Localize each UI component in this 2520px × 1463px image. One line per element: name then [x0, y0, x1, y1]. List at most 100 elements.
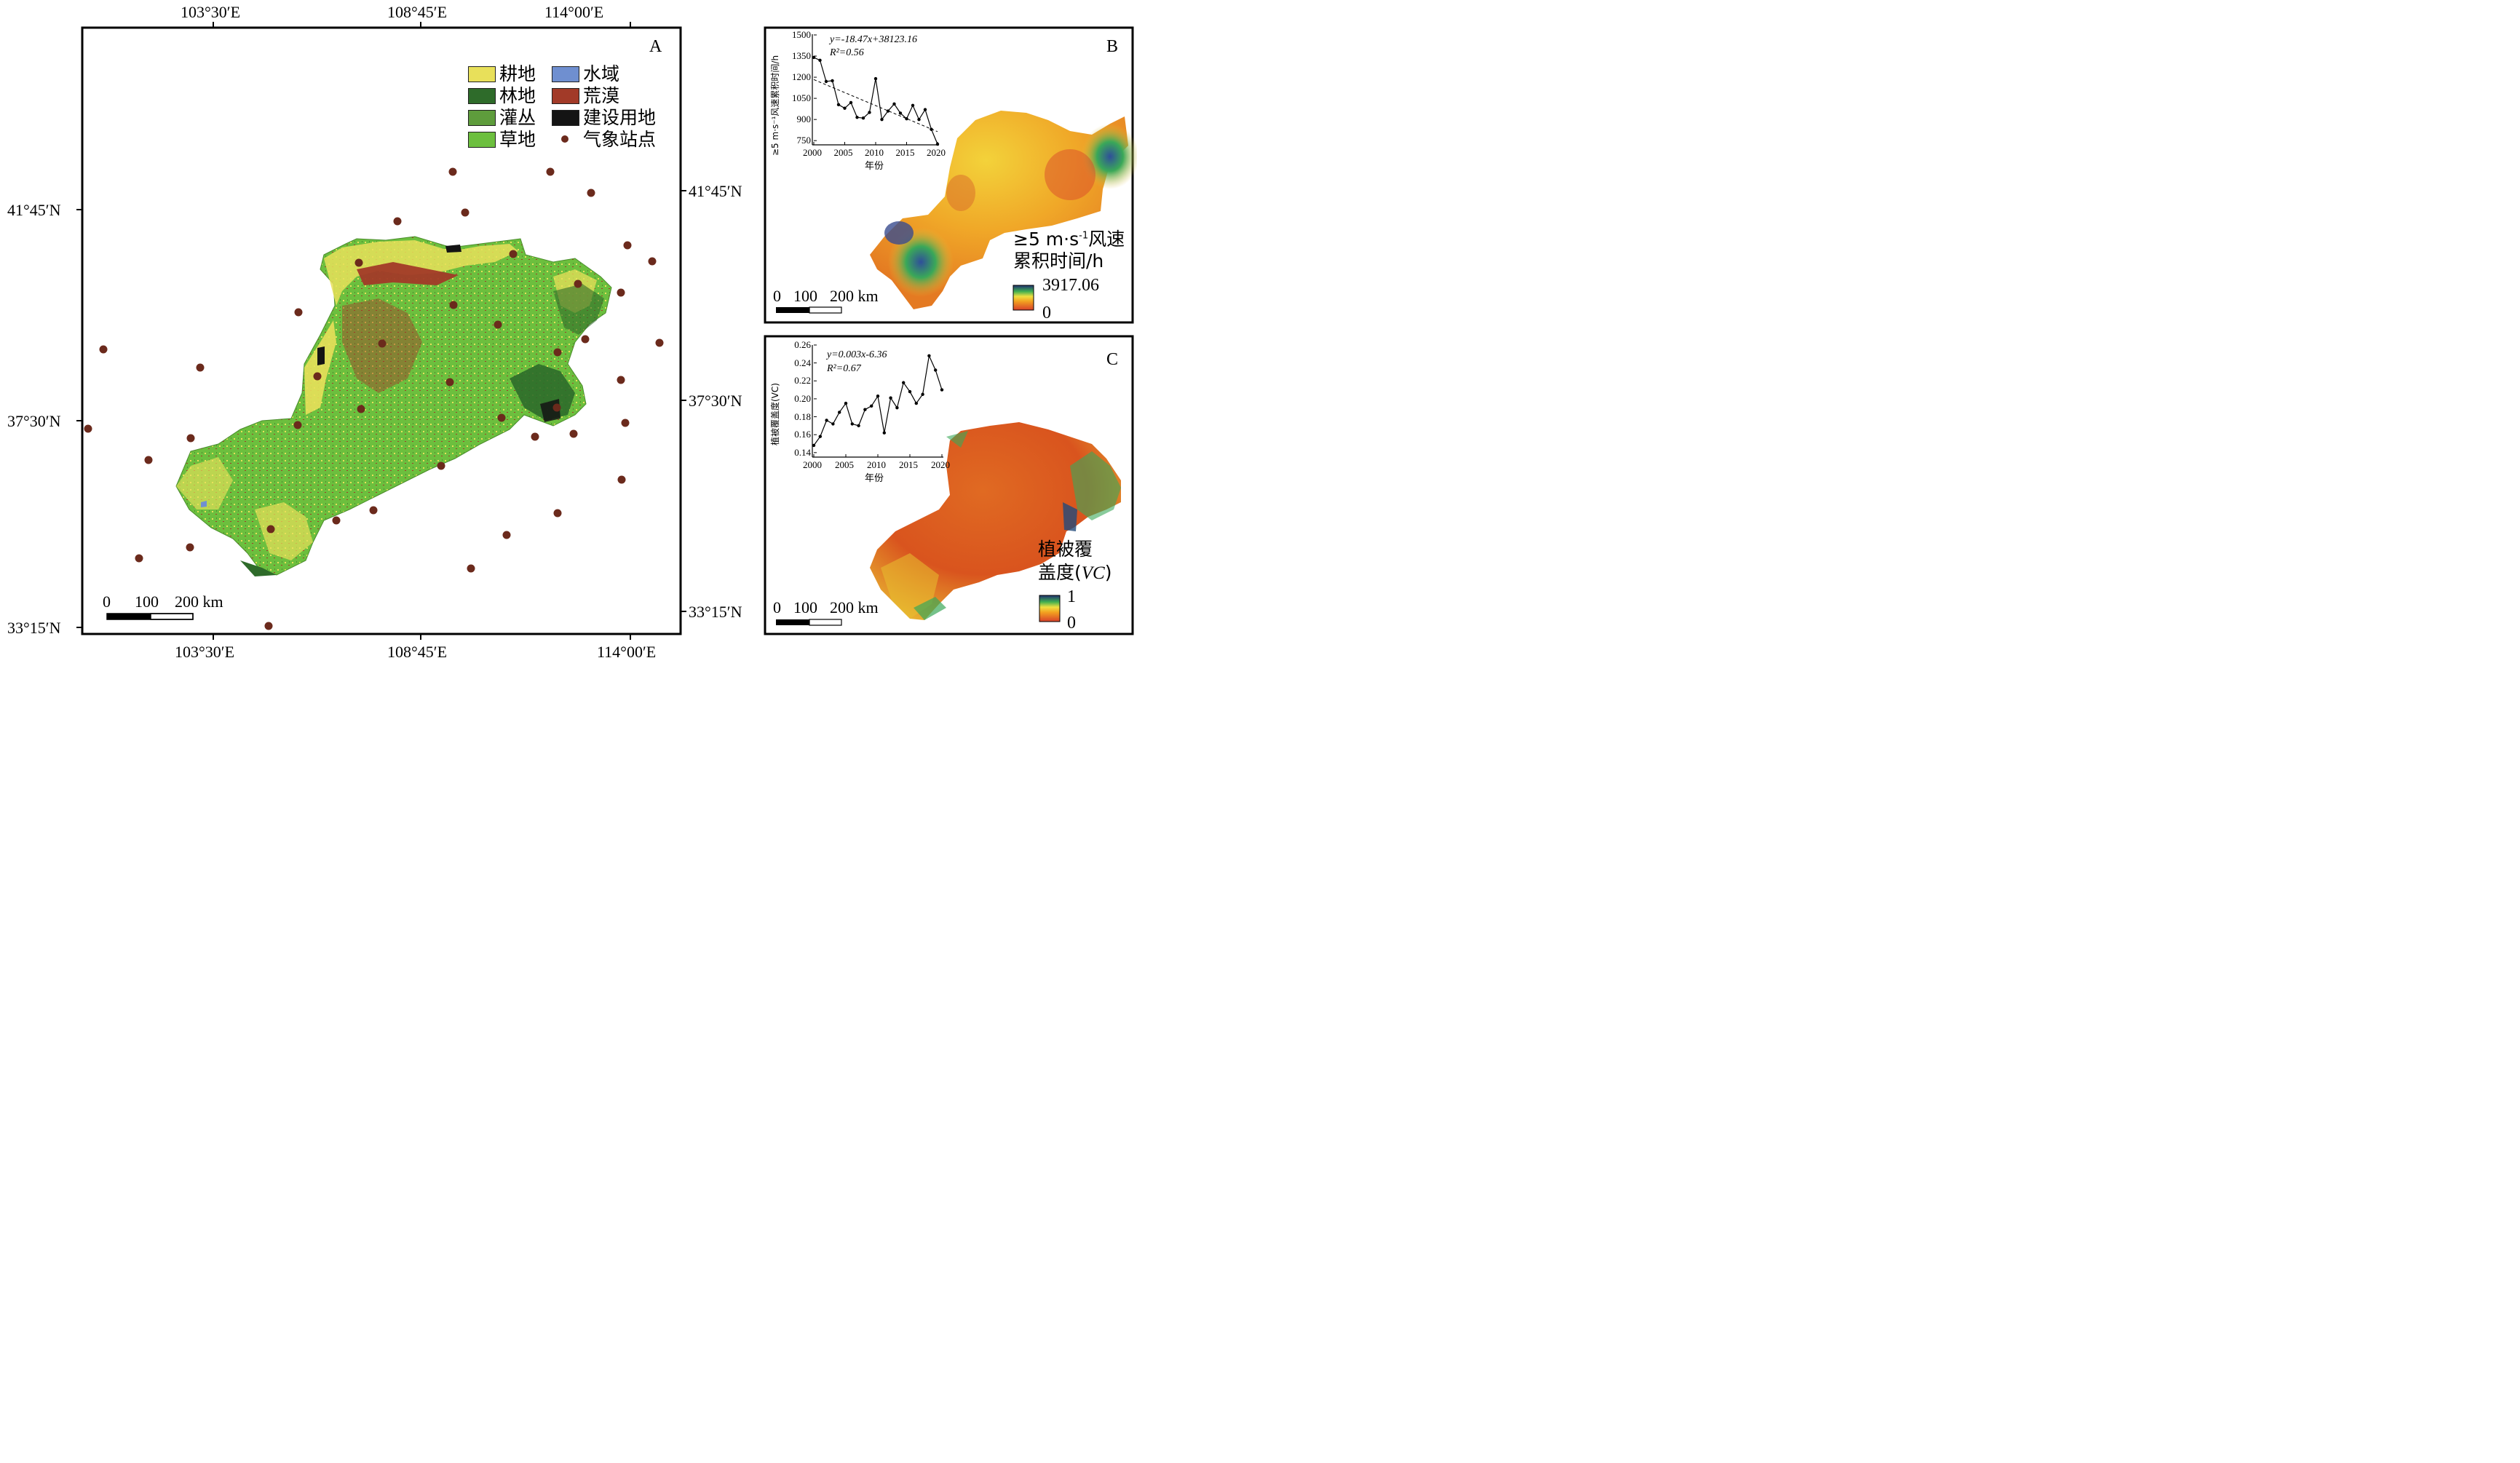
- chart-b-ytick-label: 1500: [792, 29, 811, 40]
- chart-b-point-2004: [836, 103, 841, 107]
- panel-c-scale-mid: 100: [793, 598, 817, 616]
- chart-b-xtick-label: 2005: [833, 147, 853, 158]
- chart-b-ytick-label: 1350: [792, 50, 811, 62]
- panel-c-legend-max: 1: [1067, 587, 1076, 606]
- chart-b-xtick-label: 2015: [895, 147, 915, 158]
- legend-swatch-cropland: [468, 66, 496, 82]
- legend-label-shrub: 灌丛: [499, 107, 536, 128]
- chart-b-trendline: [813, 79, 938, 132]
- land-cover-map: [175, 236, 612, 576]
- chart-c-point-2003: [831, 422, 835, 426]
- chart-b-point-2012: [886, 109, 890, 113]
- chart-b-point-2005: [843, 106, 847, 110]
- chart-c-point-2000: [812, 443, 816, 448]
- chart-c-point-2005: [844, 401, 848, 405]
- lat-label-left-2: 37°30′N: [7, 412, 61, 430]
- panel-a-scale-zero: 0: [103, 592, 111, 611]
- chart-b-xtick-label: 2000: [803, 147, 822, 158]
- lat-label-left-1: 41°45′N: [7, 201, 61, 219]
- chart-b-point-2018: [923, 108, 927, 111]
- legend-swatch-forest: [468, 88, 496, 104]
- chart-c-point-2006: [850, 422, 855, 426]
- legend-label-grassland: 草地: [499, 129, 536, 150]
- panel-b-legend-title-tail: 风速: [1088, 229, 1125, 250]
- panel-c-legend-title-c: ): [1104, 562, 1112, 583]
- chart-c-point-2008: [863, 408, 867, 411]
- panel-a-scale-bar: [106, 613, 194, 620]
- chart-b-equation: y=-18.47x+38123.16: [830, 34, 917, 45]
- chart-c-xtick-label: 2015: [899, 459, 918, 470]
- chart-c-point-2018: [927, 354, 931, 357]
- chart-c-equation: y=0.003x-6.36: [827, 349, 887, 360]
- panel-a-scale-mid: 100: [135, 592, 159, 611]
- panel-b-legend-title-sup: -1: [1079, 230, 1089, 242]
- panel-a-letter: A: [649, 37, 662, 56]
- panel-c-color-ramp: [1039, 595, 1061, 622]
- chart-c-point-2013: [895, 406, 899, 410]
- chart-b-series-line: [813, 57, 938, 145]
- chart-b-point-2010: [873, 76, 878, 81]
- lat-label-right-1: 41°45′N: [689, 182, 742, 200]
- panel-c-letter: C: [1106, 350, 1119, 369]
- chart-b-point-2013: [892, 102, 896, 106]
- chart-c-point-2014: [902, 381, 906, 384]
- chart-b-ytick-label: 900: [796, 114, 812, 125]
- chart-b-point-2011: [880, 117, 884, 122]
- chart-c-axes: [812, 345, 943, 458]
- chart-b-point-2017: [917, 117, 921, 122]
- chart-b-ytick-label: 750: [796, 135, 812, 146]
- lon-label-bottom-1: 103°30′E: [175, 643, 235, 661]
- chart-c-point-2019: [934, 368, 938, 372]
- chart-c-point-2011: [882, 431, 887, 435]
- chart-c-ytick-label: 0.20: [794, 392, 811, 404]
- chart-c-point-2004: [838, 411, 841, 414]
- chart-c-xtick-label: 2005: [835, 459, 854, 470]
- chart-c-ticks: [813, 344, 943, 457]
- chart-c-point-2017: [921, 392, 924, 396]
- chart-c-ytick-label: 0.14: [794, 446, 811, 458]
- lat-label-right-3: 33°15′N: [689, 603, 742, 621]
- chart-c-point-2007: [857, 424, 860, 428]
- panel-b-legend-title-line2: 累积时间/h: [1013, 250, 1104, 271]
- panel-b-scale-mid: 100: [793, 287, 817, 305]
- chart-b-ytick-label: 1050: [792, 92, 811, 104]
- chart-c-point-2002: [825, 419, 828, 422]
- chart-c-point-2012: [889, 396, 892, 400]
- wind-duration-map: [870, 111, 1137, 309]
- chart-b-point-2001: [818, 58, 822, 63]
- lon-label-bottom-3: 114°00′E: [597, 643, 657, 661]
- chart-c-r2: R²=0.67: [827, 363, 861, 374]
- chart-b-point-2002: [824, 79, 828, 84]
- chart-b-point-2008: [861, 116, 865, 120]
- panel-a-ticks: [76, 22, 686, 640]
- chart-c-point-2015: [908, 389, 912, 394]
- lat-label-right-2: 37°30′N: [689, 392, 742, 410]
- panel-c-frame: [764, 335, 1134, 635]
- chart-c-ytick-label: 0.26: [794, 339, 811, 350]
- chart-c-ytick-label: 0.16: [794, 429, 811, 440]
- chart-c-ytick-label: 0.18: [794, 411, 811, 422]
- chart-b-ylabel: ≥5 m·s⁻¹风速累积时间/h: [770, 55, 780, 156]
- legend-label-cropland: 耕地: [499, 63, 536, 84]
- chart-c-ytick-label: 0.22: [794, 375, 811, 386]
- chart-c-point-2001: [818, 435, 823, 438]
- panel-b-color-ramp: [1013, 285, 1034, 311]
- chart-b-xtick-label: 2020: [927, 147, 946, 158]
- chart-c-point-2016: [914, 401, 919, 405]
- panel-c-legend-title-line1: 植被覆: [1038, 539, 1093, 560]
- chart-b-point-2014: [898, 111, 903, 115]
- chart-b-xlabel: 年份: [865, 161, 884, 172]
- panel-c-legend-min: 0: [1067, 614, 1076, 633]
- lon-label-top-3: 114°00′E: [544, 3, 604, 21]
- legend-label-builtup: 建设用地: [583, 107, 657, 128]
- legend-label-forest: 林地: [499, 85, 536, 106]
- legend-label-desert: 荒漠: [583, 85, 620, 106]
- chart-c-xlabel: 年份: [865, 473, 884, 484]
- chart-b-point-2006: [849, 100, 853, 105]
- panel-b-legend-max: 3917.06: [1042, 276, 1099, 295]
- panel-b-legend-title-line1: ≥5 m·s-1风速: [1013, 230, 1125, 248]
- chart-c-xtick-label: 2020: [931, 459, 950, 470]
- chart-b-ytick-label: 1200: [792, 71, 811, 83]
- chart-b-point-2019: [930, 127, 933, 131]
- legend-station-dot-icon: [561, 135, 568, 143]
